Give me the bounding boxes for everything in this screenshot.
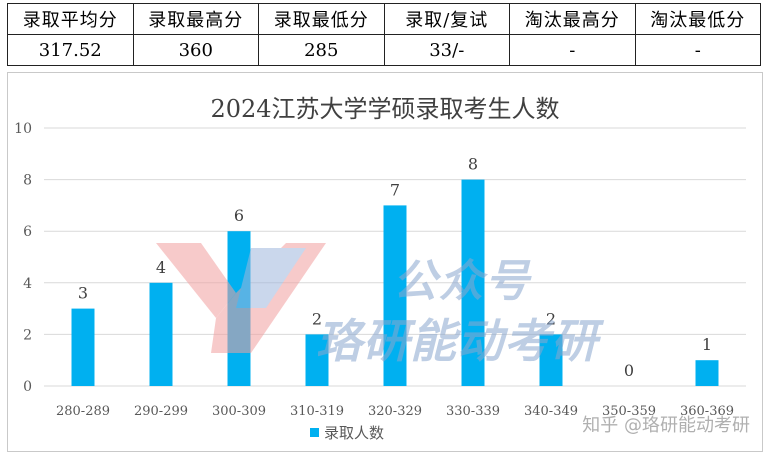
bar: [695, 360, 719, 386]
y-tick-label: 0: [23, 379, 32, 395]
watermark-logo-icon: [156, 243, 326, 353]
x-tick-label: 320-329: [368, 404, 422, 419]
summary-value-row: 317.52 360 285 33/- - -: [7, 34, 761, 66]
chart-frame: 2024江苏大学学硕录取考生人数 0 2 4 6 8 10 3 280-289 4 290-299…: [7, 72, 763, 452]
watermark-line-1: 公众号: [393, 256, 531, 307]
x-tick-label: 330-339: [446, 404, 500, 419]
header-avg-score: 录取平均分: [7, 3, 134, 35]
x-tick-label: 360-369: [680, 404, 734, 419]
header-admit-retest: 录取/复试: [383, 3, 510, 35]
data-label: 2: [546, 309, 556, 328]
header-max-score: 录取最高分: [132, 3, 259, 35]
data-label: 1: [702, 335, 712, 354]
value-max-score: 360: [132, 34, 259, 66]
x-tick-label: 280-289: [56, 404, 110, 419]
bar: [461, 179, 485, 386]
y-tick-label: 6: [23, 224, 32, 240]
bar: [305, 334, 329, 386]
header-elim-min: 淘汰最低分: [634, 3, 761, 35]
data-label: 4: [156, 258, 166, 277]
bar: [149, 282, 173, 386]
bar: [383, 205, 407, 386]
y-tick-label: 4: [23, 276, 32, 292]
value-min-score: 285: [258, 34, 385, 66]
data-label: 3: [78, 284, 88, 303]
y-tick-label: 2: [23, 327, 32, 343]
y-tick-label: 8: [23, 173, 32, 189]
value-elim-max: -: [509, 34, 636, 66]
header-elim-max: 淘汰最高分: [509, 3, 636, 35]
x-tick-label: 350-359: [602, 404, 656, 419]
data-label: 7: [390, 180, 400, 199]
data-label: 0: [624, 361, 634, 380]
value-avg-score: 317.52: [7, 34, 134, 66]
x-tick-label: 290-299: [134, 404, 188, 419]
y-tick-label: 10: [14, 121, 32, 137]
x-tick-label: 340-349: [524, 404, 578, 419]
chart-title: 2024江苏大学学硕录取考生人数: [210, 95, 560, 123]
value-admit-retest: 33/-: [383, 34, 510, 66]
x-tick-label: 300-309: [212, 404, 266, 419]
data-label: 8: [468, 155, 478, 174]
legend-swatch: [310, 428, 319, 437]
watermark-line-2: 珞研能动考研: [316, 314, 598, 368]
legend-label: 录取人数: [324, 424, 384, 442]
bar: [539, 334, 563, 386]
bar: [71, 308, 95, 386]
header-min-score: 录取最低分: [258, 3, 385, 35]
x-tick-label: 310-319: [290, 404, 344, 419]
data-label: 6: [234, 206, 244, 225]
data-label: 2: [312, 309, 322, 328]
bar-chart: 02468103280-2894290-2996300-3092310-3197…: [14, 121, 746, 442]
summary-header-row: 录取平均分 录取最高分 录取最低分 录取/复试 淘汰最高分 淘汰最低分: [7, 3, 761, 35]
summary-table: 录取平均分 录取最高分 录取最低分 录取/复试 淘汰最高分 淘汰最低分 317.…: [7, 3, 761, 66]
value-elim-min: -: [634, 34, 761, 66]
watermark-credit: 知乎 @珞研能动考研: [582, 415, 750, 436]
